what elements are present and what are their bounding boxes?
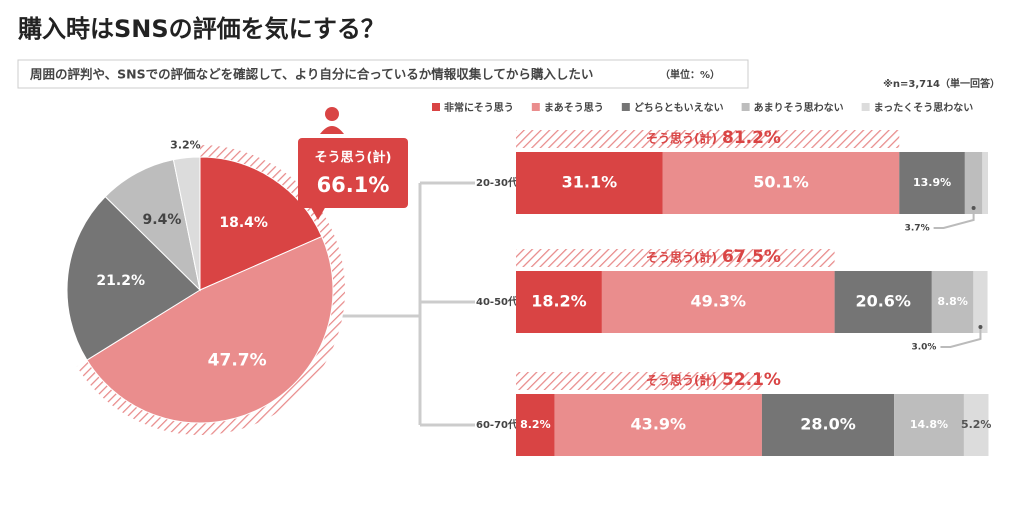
bar-segment [963, 394, 989, 456]
bar-label: 31.1% [562, 173, 618, 192]
callout-box [298, 138, 408, 208]
unit-note: （単位：%） [660, 68, 720, 81]
subtitle: 周囲の評判や、SNSでの評価などを確認して、より自分に合っているか情報収集してか… [30, 67, 593, 82]
bar-segment [964, 152, 983, 214]
bar-segment [973, 271, 988, 333]
bar-label: 20.6% [855, 292, 911, 311]
bar-segment [554, 394, 762, 456]
legend-swatch [861, 103, 870, 111]
callout-tail [310, 206, 326, 220]
bar-label: 49.3% [690, 292, 746, 311]
chart-title: 購入時はSNSの評価を気にする？ [18, 15, 385, 43]
legend-label: あまりそう思わない [754, 101, 844, 114]
subtitle-box [17, 59, 749, 89]
sample-note: ※n=3,714（単一回答） [883, 77, 1000, 90]
category-label: 40-50代 [476, 295, 518, 308]
total-value: 67.5% [722, 247, 781, 267]
leader-dot [971, 206, 976, 210]
bar-segment [761, 394, 895, 456]
pie-label: 21.2% [96, 273, 145, 289]
bar-segment [931, 271, 974, 333]
bar-label: 14.8% [910, 418, 948, 431]
total-value: 52.1% [722, 370, 781, 390]
bar-label: 18.2% [531, 292, 587, 311]
bar-segment [899, 152, 965, 214]
pie-slice [104, 159, 201, 292]
legend-swatch [621, 103, 630, 111]
bar-label: 3.7% [905, 224, 930, 234]
bar-segment [834, 271, 932, 333]
bar-label: 13.9% [913, 176, 951, 189]
legend-swatch [432, 103, 440, 111]
bar-label: 8.8% [937, 295, 968, 308]
pie-label: 47.7% [208, 351, 267, 371]
total-label: そう思う(計) [646, 373, 717, 388]
total-value: 66.1% [317, 173, 390, 197]
leader-line [933, 208, 975, 229]
total-hatch [516, 130, 900, 148]
total-value: 81.2% [722, 128, 781, 148]
bar-segment [982, 152, 988, 214]
bar-label: 28.0% [800, 415, 856, 434]
bar-segment [516, 394, 555, 456]
pie-slice [86, 235, 334, 424]
pie-label: 18.4% [219, 215, 268, 231]
legend-label: 非常にそう思う [444, 101, 514, 114]
pie-slice [66, 195, 201, 361]
bar-segment [516, 271, 602, 333]
bar-label: 5.2% [961, 418, 992, 431]
legend-swatch [741, 103, 750, 111]
leader-line [940, 327, 982, 348]
pie-slice [199, 156, 323, 291]
category-label: 60-70代 [476, 418, 518, 431]
pie-slice [172, 156, 201, 291]
person-icon [320, 107, 344, 134]
bracket [340, 181, 475, 427]
total-label: そう思う(計) [646, 131, 717, 146]
pie-label: 3.2% [170, 139, 201, 152]
bar-label: 50.1% [753, 173, 809, 192]
bar-label: 43.9% [631, 415, 687, 434]
category-label: 20-30代 [476, 176, 518, 189]
legend-label: どちらともいえない [634, 101, 724, 114]
total-hatch [516, 249, 835, 267]
bar-label: 8.2% [520, 418, 551, 431]
pie-label: 9.4% [143, 212, 182, 228]
leader-dot [978, 325, 983, 329]
bar-segment [516, 152, 663, 214]
legend-label: まったくそう思わない [874, 102, 974, 114]
legend-swatch [531, 103, 540, 111]
total-label: そう思う(計) [646, 250, 717, 265]
bar-segment [662, 152, 900, 214]
bar-segment [601, 271, 835, 333]
total-hatch [516, 372, 762, 390]
bar-label: 3.0% [911, 343, 936, 353]
legend-label: まあそう思う [544, 101, 604, 114]
bar-segment [894, 394, 964, 456]
total-label: そう思う(計) [315, 150, 392, 166]
